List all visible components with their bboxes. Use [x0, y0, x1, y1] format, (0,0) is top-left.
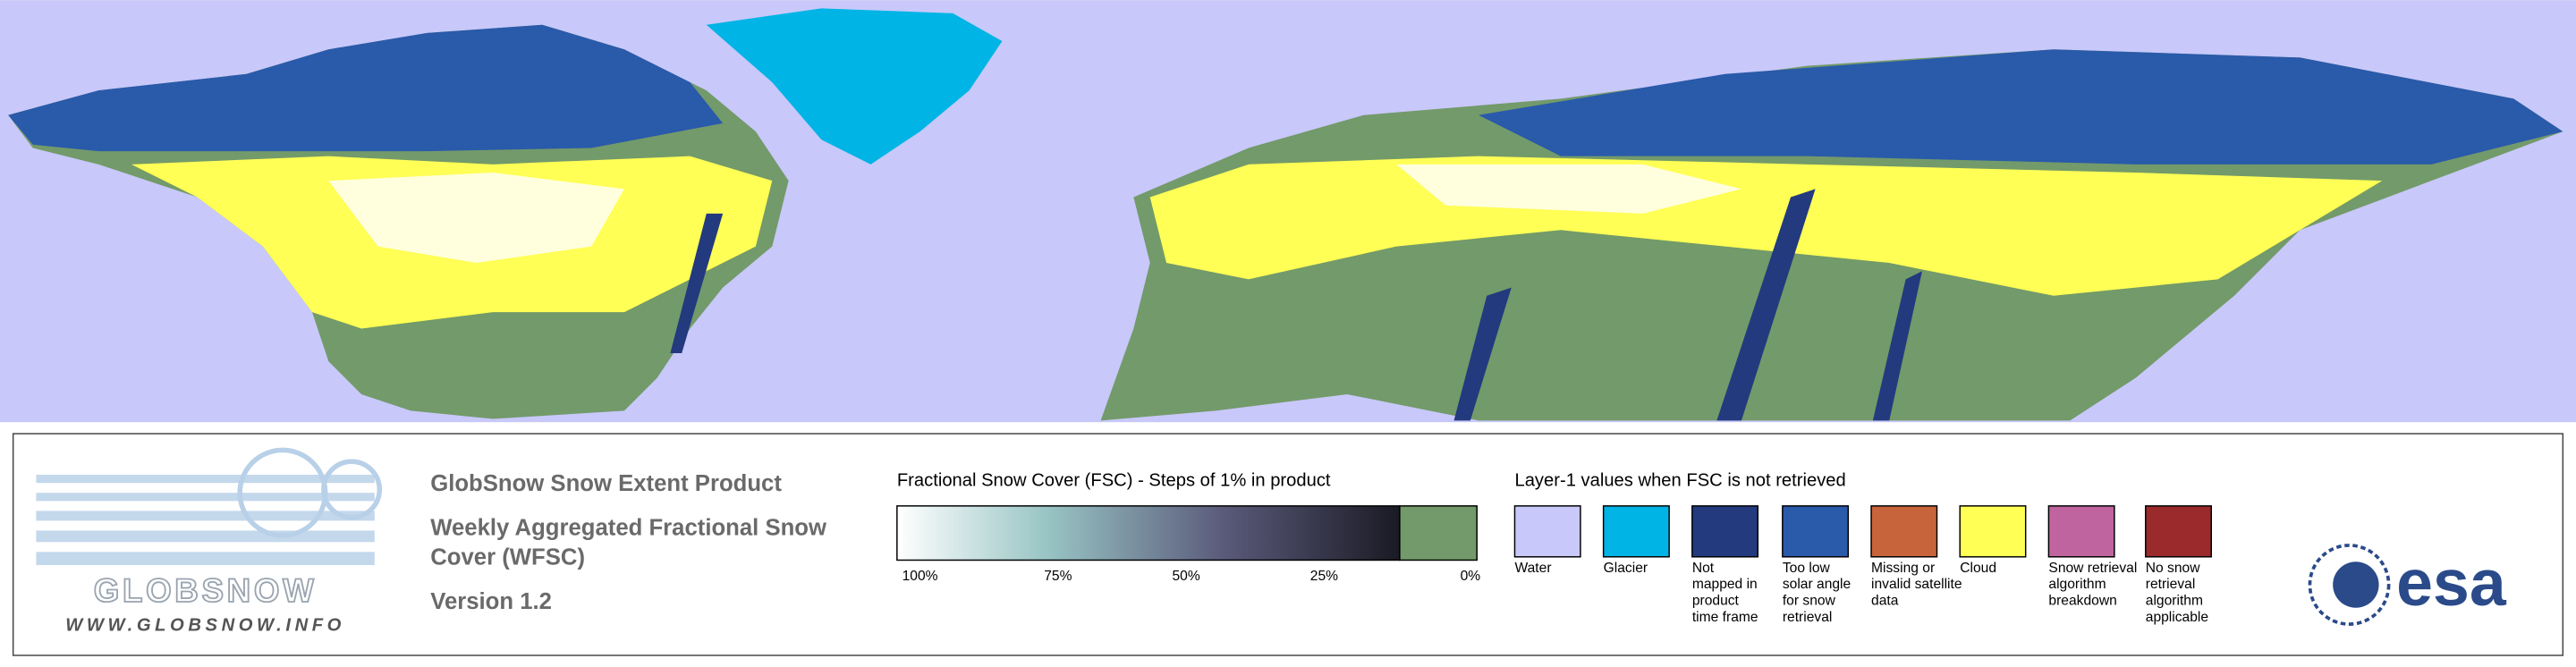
logo: GLOBSNOW WWW.GLOBSNOW.INFO [36, 447, 383, 635]
legend-label: No snow [2146, 561, 2200, 576]
legend-label: algorithm [2048, 577, 2106, 592]
logo-stripe [36, 511, 375, 521]
legend-label: retrieval [2146, 577, 2196, 592]
map [0, 0, 2576, 423]
eurasia-snow [1396, 164, 1741, 214]
legend-swatch [1782, 505, 1850, 558]
legend-label: algorithm [2146, 594, 2203, 609]
legend-label: invalid satellite [1871, 577, 1962, 592]
esa-disc [2333, 561, 2379, 608]
legend-label: product [1692, 594, 1740, 609]
logo-url: WWW.GLOBSNOW.INFO [65, 615, 345, 635]
subtitle-line: Weekly Aggregated Fractional Snow [430, 515, 827, 540]
layer-legend: Layer-1 values when FSC is not retrieved… [1513, 471, 2212, 625]
legend-swatch [1691, 505, 1759, 558]
legend-label: Not [1692, 561, 1715, 576]
legend-label: Glacier [1604, 561, 1648, 576]
logo-name: GLOBSNOW [94, 572, 318, 609]
colorbar-tick-label: 100% [902, 569, 938, 584]
colorbar-tick-label: 50% [1172, 569, 1199, 584]
colorbar-tick-label: 0% [1461, 569, 1481, 584]
header: GlobSnow Snow Extent Product Weekly Aggr… [430, 471, 827, 614]
legend-label: breakdown [2048, 594, 2116, 609]
legend-label: mapped in [1692, 577, 1758, 592]
eurasia-north [1479, 49, 2563, 165]
greenland [706, 8, 1003, 165]
legend-label: Cloud [1960, 561, 1996, 576]
logo-stripe [36, 474, 375, 484]
legend-swatch [1959, 505, 2027, 558]
colorbar-tick-label: 25% [1310, 569, 1338, 584]
legend-label: Snow retrieval [2048, 561, 2137, 576]
legend-label: Missing or [1871, 561, 1935, 576]
subtitle-line: Cover (WFSC) [430, 545, 585, 570]
legend-swatch [2047, 505, 2115, 558]
na-north [8, 24, 724, 152]
version: Version 1.2 [430, 589, 552, 614]
legend-label: solar angle [1783, 577, 1851, 592]
legend-label: data [1871, 594, 1899, 609]
legend-label: applicable [2146, 610, 2208, 625]
logo-stripe [36, 530, 375, 543]
logo-stripe [36, 552, 375, 565]
legend-label: Water [1514, 561, 1551, 576]
colorbar-gradient [896, 505, 1401, 561]
colorbar: Fractional Snow Cover (FSC) - Steps of 1… [896, 471, 1481, 584]
legend-swatch [2145, 505, 2212, 558]
layer-legend-title: Layer-1 values when FSC is not retrieved [1514, 471, 1845, 491]
esa-swirl [2308, 544, 2391, 626]
esa-logo: esa [2308, 544, 2507, 626]
logo-flake [321, 459, 383, 520]
colorbar-title: Fractional Snow Cover (FSC) - Steps of 1… [897, 471, 1331, 491]
legend-label: Too low [1783, 561, 1831, 576]
legend-label: retrieval [1783, 610, 1833, 625]
legend-swatch [1602, 505, 1670, 558]
legend-label: for snow [1783, 594, 1836, 609]
colorbar-tick-label: 75% [1044, 569, 1072, 584]
swath-gaps [670, 189, 1922, 421]
colorbar-no-snow [1399, 505, 1478, 561]
legend-swatch [1513, 505, 1581, 558]
legend-label: time frame [1692, 610, 1758, 625]
product-title: GlobSnow Snow Extent Product [430, 471, 782, 496]
esa-name: esa [2396, 545, 2507, 620]
na-snow [328, 173, 624, 264]
legend-swatch [1870, 505, 1938, 558]
logo-stripe [36, 493, 375, 502]
